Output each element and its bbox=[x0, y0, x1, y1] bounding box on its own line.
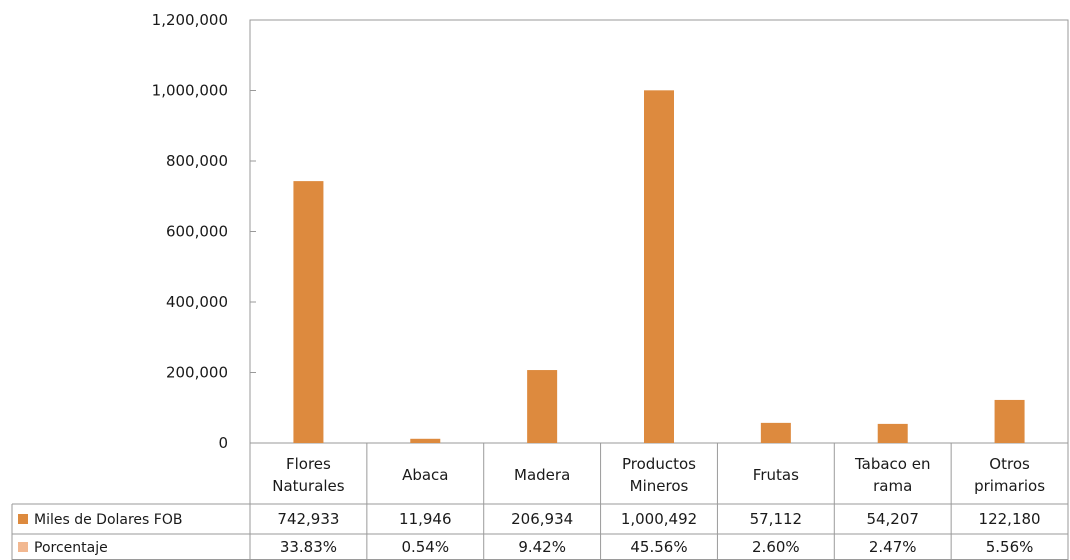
chart-bars bbox=[293, 90, 1024, 443]
bar bbox=[527, 370, 557, 443]
category-label-line: Madera bbox=[514, 466, 570, 484]
category-label-line: Tabaco en bbox=[854, 455, 931, 473]
category-label: Abaca bbox=[402, 466, 448, 484]
y-tick-label: 800,000 bbox=[166, 152, 228, 170]
category-label-line: Otros bbox=[989, 455, 1030, 473]
category-label-line: rama bbox=[873, 477, 912, 495]
category-label-line: Productos bbox=[622, 455, 696, 473]
y-tick-label: 400,000 bbox=[166, 293, 228, 311]
legend-label: Porcentaje bbox=[34, 540, 108, 556]
y-tick-label: 0 bbox=[218, 434, 228, 452]
data-table: Flores Naturales Abaca Madera Productos Miner… bbox=[12, 443, 1068, 560]
y-tick-label: 1,000,000 bbox=[152, 82, 228, 100]
data-table-cell: 11,946 bbox=[399, 510, 452, 528]
y-tick-label: 200,000 bbox=[166, 364, 228, 382]
data-table-cell: 122,180 bbox=[979, 510, 1041, 528]
bar bbox=[410, 439, 440, 443]
y-tick-label: 1,200,000 bbox=[152, 11, 228, 29]
data-table-cell: 206,934 bbox=[511, 510, 573, 528]
data-table-cell: 33.83% bbox=[280, 538, 337, 556]
legend-label: Miles de Dolares FOB bbox=[34, 512, 182, 528]
category-label: Tabaco en rama bbox=[854, 455, 931, 495]
category-label: Frutas bbox=[753, 466, 799, 484]
data-table-cell: 54,207 bbox=[866, 510, 919, 528]
legend-key bbox=[18, 542, 28, 552]
data-table-cell: 57,112 bbox=[750, 510, 803, 528]
data-table-cell: 45.56% bbox=[630, 538, 687, 556]
bar bbox=[878, 424, 908, 443]
category-label: Flores Naturales bbox=[272, 455, 345, 495]
y-tick-label: 600,000 bbox=[166, 223, 228, 241]
category-label: Otros primarios bbox=[974, 455, 1045, 495]
data-table-cell: 742,933 bbox=[277, 510, 339, 528]
category-label-line: primarios bbox=[974, 477, 1045, 495]
legend-key bbox=[18, 514, 28, 524]
data-table-cell: 1,000,492 bbox=[621, 510, 697, 528]
data-table-cell: 0.54% bbox=[401, 538, 449, 556]
data-table-cell: 2.60% bbox=[752, 538, 800, 556]
category-label-line: Naturales bbox=[272, 477, 345, 495]
data-table-cell: 9.42% bbox=[518, 538, 566, 556]
bar bbox=[644, 90, 674, 443]
category-label: Productos Mineros bbox=[622, 455, 696, 495]
data-table-cell: 5.56% bbox=[986, 538, 1034, 556]
bar bbox=[761, 423, 791, 443]
category-label-line: Flores bbox=[286, 455, 331, 473]
y-axis-ticks: 0 200,000 400,000 600,000 800,000 1,000,000 1,… bbox=[152, 11, 228, 452]
bar bbox=[293, 181, 323, 443]
category-label-line: Abaca bbox=[402, 466, 448, 484]
category-label-line: Frutas bbox=[753, 466, 799, 484]
data-table-cell: 2.47% bbox=[869, 538, 917, 556]
category-label: Madera bbox=[514, 466, 570, 484]
bar bbox=[995, 400, 1025, 443]
category-label-line: Mineros bbox=[630, 477, 689, 495]
